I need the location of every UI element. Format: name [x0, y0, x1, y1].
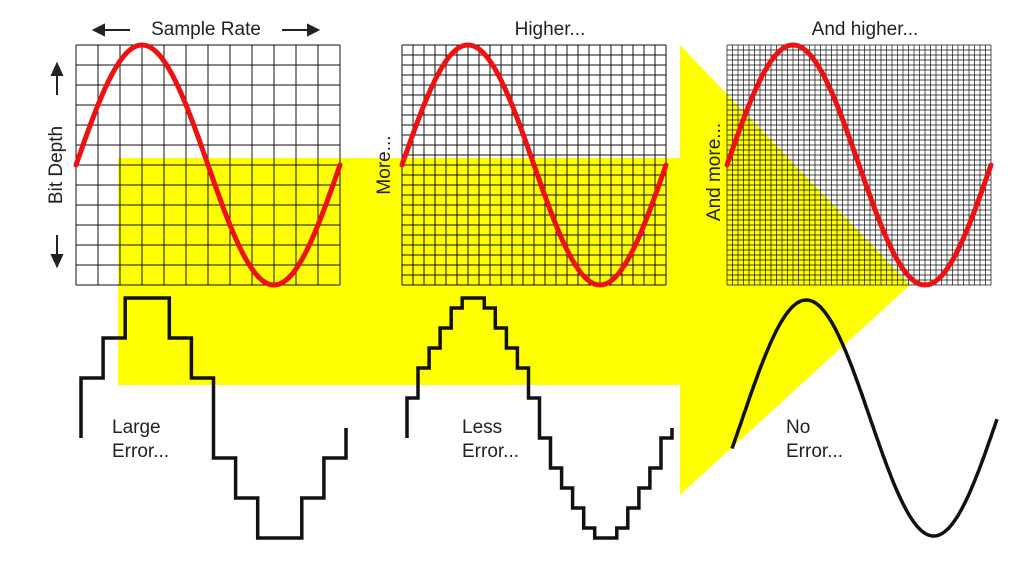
sine-wave: [73, 42, 343, 288]
error-label: No: [786, 417, 810, 438]
arrows: [50, 23, 321, 269]
labels: Sample Rate Higher... And higher... Bit …: [46, 19, 918, 462]
panel-title: Higher...: [515, 19, 586, 40]
error-label: Large: [112, 417, 161, 438]
arrow-head: [50, 61, 64, 76]
panel-title: Sample Rate: [151, 19, 261, 40]
sampled-signal: [405, 296, 674, 540]
sampled-signal: [730, 298, 999, 538]
panel-title: And higher...: [812, 19, 919, 40]
side-label: And more...: [704, 123, 725, 221]
sine-wave: [399, 42, 669, 288]
error-label: Error...: [786, 441, 843, 462]
error-label: Error...: [462, 441, 519, 462]
side-label: Bit Depth: [46, 126, 67, 204]
error-label: Less: [462, 417, 502, 438]
arrow-head: [307, 23, 321, 37]
side-label: More...: [374, 135, 395, 194]
sampled-signal: [79, 296, 348, 540]
sine-wave: [724, 42, 994, 288]
waves: [73, 42, 999, 540]
arrow-head: [91, 23, 105, 37]
error-label: Error...: [112, 441, 169, 462]
arrow-head: [50, 254, 64, 269]
